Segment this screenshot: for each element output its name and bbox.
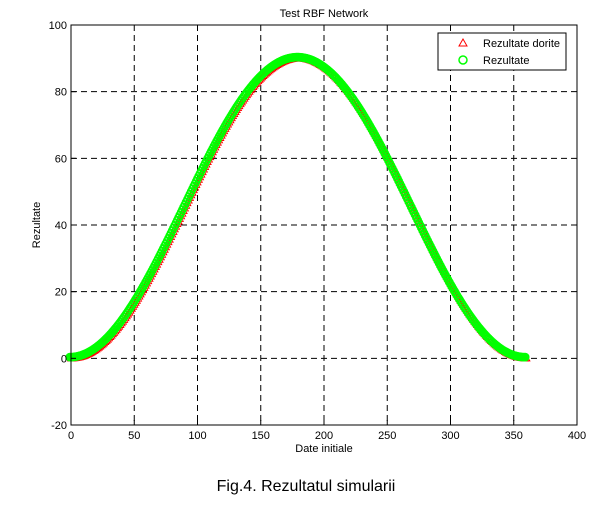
legend-triangle-marker [458, 37, 468, 47]
legend-label-rezultate: Rezultate [483, 55, 529, 67]
y-tick-label: 100 [49, 20, 67, 32]
y-tick-label: 60 [55, 153, 67, 165]
legend-circle-marker [458, 55, 468, 65]
grid-lines [71, 25, 577, 425]
legend: Rezultate dorite Rezultate [437, 32, 567, 71]
y-tick-label: 40 [55, 220, 67, 232]
x-tick-label: 250 [378, 430, 396, 442]
chart-title: Test RBF Network [280, 8, 369, 20]
x-tick-label: 50 [128, 430, 140, 442]
y-tick-label: 80 [55, 87, 67, 99]
y-tick-label: 0 [61, 353, 67, 365]
data-point-result [520, 352, 530, 362]
x-tick-label: 400 [568, 430, 586, 442]
x-tick-label: 300 [441, 430, 459, 442]
x-tick-label: 350 [505, 430, 523, 442]
x-tick-label: 0 [68, 430, 74, 442]
y-axis-label: Rezultate [31, 202, 43, 248]
series-rezultate [65, 52, 530, 362]
y-tick-label: -20 [51, 420, 67, 432]
x-tick-label: 200 [315, 430, 333, 442]
x-tick-label: 150 [252, 430, 270, 442]
figure-caption: Fig.4. Rezultatul simularii [216, 478, 396, 495]
legend-label-rezultate-dorite: Rezultate dorite [483, 38, 560, 50]
x-axis-label: Date initiale [295, 443, 352, 455]
y-tick-label: 20 [55, 287, 67, 299]
x-tick-label: 100 [188, 430, 206, 442]
legend-box [437, 32, 567, 71]
